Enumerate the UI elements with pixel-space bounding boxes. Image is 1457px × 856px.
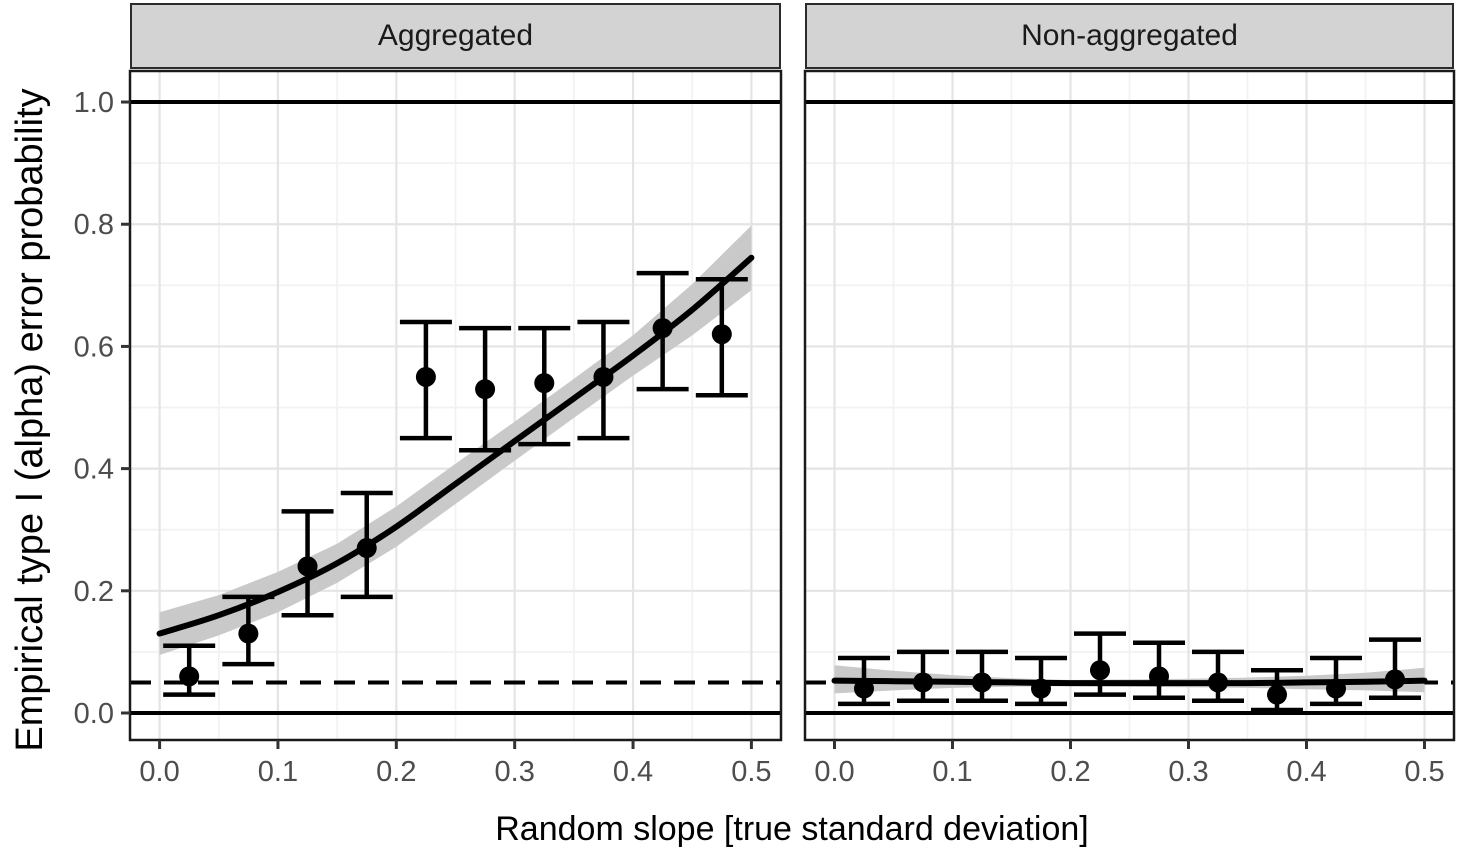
data-point [972,672,992,693]
facet-label: Non-aggregated [1021,19,1238,52]
data-point [534,373,555,394]
y-axis-title: Empirical type I (alpha) error probabili… [9,88,51,751]
x-tick-label: 0.5 [1404,756,1444,788]
data-point [652,318,673,339]
data-point [1385,669,1405,690]
x-tick-label: 0.4 [1286,756,1326,788]
y-tick-label: 0.4 [74,454,114,486]
data-point [475,379,496,400]
data-point [1031,678,1051,699]
x-tick-label: 0.0 [814,756,854,788]
data-point [415,366,436,387]
data-point [297,556,318,577]
y-tick-label: 0.2 [74,576,114,608]
x-tick-label: 0.3 [1168,756,1208,788]
y-tick-label: 1.0 [74,87,114,119]
x-tick-label: 0.5 [731,756,771,788]
data-point [179,666,200,687]
data-point [854,678,874,699]
data-point [1267,684,1287,705]
x-tick-label: 0.2 [1050,756,1090,788]
data-point [913,672,933,693]
y-tick-label: 0.0 [74,698,114,730]
facet-strip-non-aggregated: Non-aggregated [805,3,1454,69]
facet-label: Aggregated [377,19,534,52]
panel-border [128,69,783,742]
panel-border [803,69,1456,742]
y-tick-label: 0.8 [74,209,114,241]
y-tick-label: 0.6 [74,331,114,363]
data-point [711,324,732,345]
data-point [1149,666,1169,687]
x-axis-title: Random slope [true standard deviation] [495,810,1088,848]
x-tick-label: 0.3 [495,756,535,788]
data-point [593,366,614,387]
x-tick-label: 0.1 [932,756,972,788]
plot-geometry: 0.0 0.1 0.2 0.3 0.4 0.5 0.0 0.1 0.2 0.3 0.4 0.5 0.0 0… [74,69,1456,788]
data-point [356,538,377,559]
facet-strip-aggregated: Aggregated [130,3,781,69]
x-tick-label: 0.2 [376,756,416,788]
data-point [1090,660,1110,681]
data-point [1326,678,1346,699]
x-tick-label: 0.1 [258,756,298,788]
x-tick-label: 0.4 [613,756,653,788]
data-point [1208,672,1228,693]
x-tick-label: 0.0 [139,756,179,788]
data-point [238,623,259,644]
smooth-fit-curve [831,677,1428,687]
